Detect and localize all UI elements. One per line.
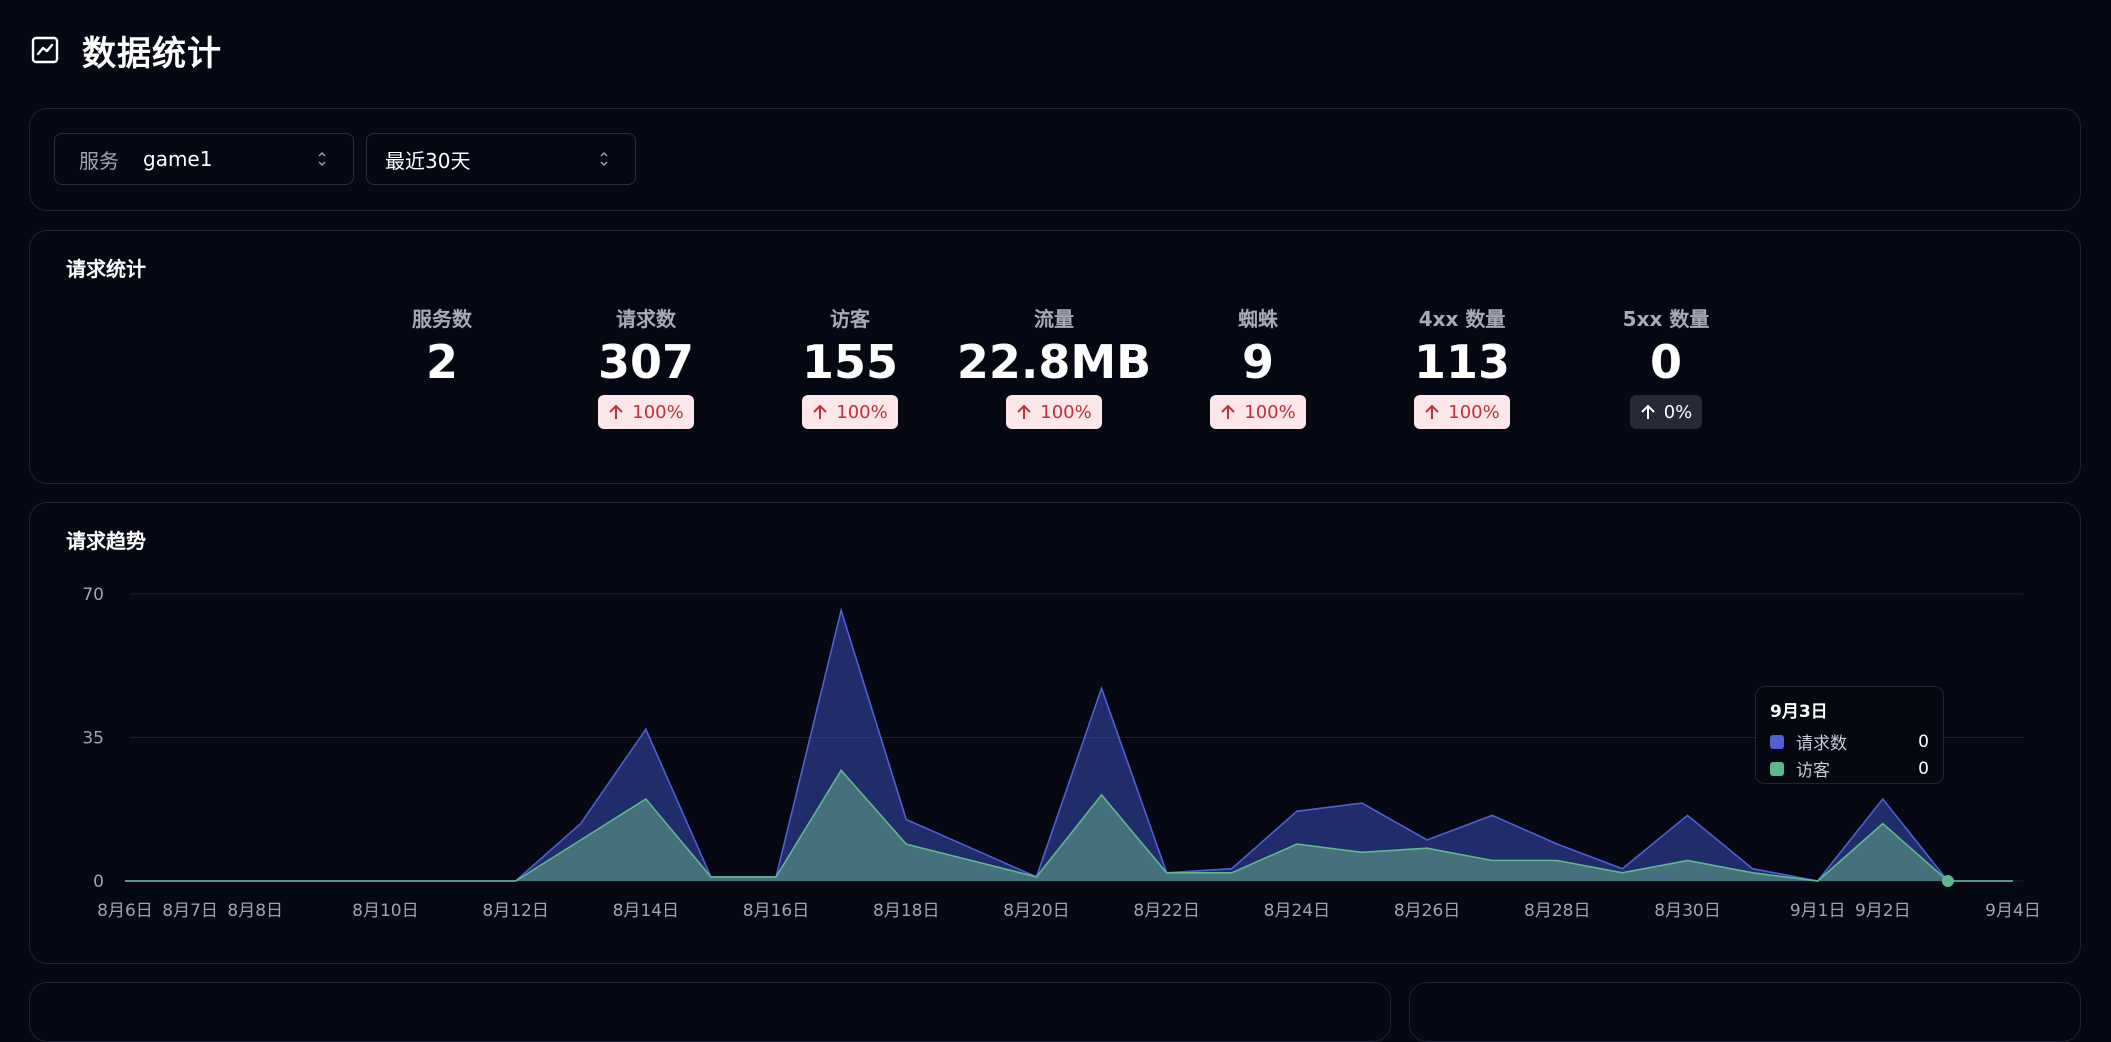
chevron-updown-icon xyxy=(318,151,326,167)
stat-value: 0 xyxy=(1649,335,1682,389)
service-select[interactable]: 服务 game1 xyxy=(54,133,354,185)
tooltip-series-value: 0 xyxy=(1918,731,1929,752)
change-badge: 100% xyxy=(802,395,898,429)
series-area xyxy=(125,610,2013,881)
range-select[interactable]: 最近30天 xyxy=(366,133,636,185)
arrow-up-icon xyxy=(1017,404,1031,419)
stat-value: 2 xyxy=(425,335,458,389)
x-tick-label: 8月30日 xyxy=(1654,901,1720,921)
stat-5xx: 5xx 数量 0 0% xyxy=(1566,303,1766,429)
x-tick-label: 8月6日 xyxy=(97,901,153,921)
change-badge: 100% xyxy=(598,395,694,429)
trend-title: 请求趋势 xyxy=(66,529,146,553)
x-tick-label: 8月14日 xyxy=(613,901,679,921)
change-value: 100% xyxy=(1040,401,1092,423)
stat-label: 请求数 xyxy=(616,307,676,331)
series-area xyxy=(125,770,2013,881)
service-select-label: 服务 xyxy=(79,148,119,173)
arrow-up-icon xyxy=(1641,404,1655,419)
trend-card: 请求趋势 xyxy=(29,502,2081,964)
tooltip-row: 请求数 0 xyxy=(1770,728,1929,755)
legend-swatch xyxy=(1770,734,1784,749)
x-tick-label: 8月16日 xyxy=(743,901,809,921)
highlight-point xyxy=(1941,875,1954,887)
chart-tooltip: 9月3日 请求数 0 访客 0 xyxy=(1755,686,1944,784)
series-line xyxy=(125,768,2013,882)
stat-services: 服务数 2 xyxy=(342,303,542,391)
x-tick-label: 9月4日 xyxy=(1985,901,2041,921)
tooltip-row: 访客 0 xyxy=(1770,755,1929,782)
x-tick-label: 8月24日 xyxy=(1264,901,1330,921)
change-badge: 0% xyxy=(1629,395,1703,429)
stat-traffic: 流量 22.8MB 100% xyxy=(954,303,1154,429)
x-tick-label: 8月28日 xyxy=(1524,901,1590,921)
x-tick-label: 8月18日 xyxy=(873,901,939,921)
stat-visitors: 访客 155 100% xyxy=(750,303,950,429)
x-tick-label: 9月2日 xyxy=(1855,901,1911,921)
tooltip-series-value: 0 xyxy=(1918,758,1929,779)
legend-swatch xyxy=(1770,761,1784,776)
stat-value: 113 xyxy=(1413,335,1511,389)
change-badge: 100% xyxy=(1414,395,1510,429)
change-badge: 100% xyxy=(1210,395,1306,429)
y-tick-label: 35 xyxy=(82,729,104,749)
stat-4xx: 4xx 数量 113 100% xyxy=(1362,303,1562,429)
x-tick-label: 8月20日 xyxy=(1003,901,1069,921)
y-tick-label: 70 xyxy=(82,585,104,605)
x-tick-label: 8月7日 xyxy=(162,901,218,921)
page-header: 数据统计 xyxy=(30,26,222,74)
x-tick-label: 9月1日 xyxy=(1790,901,1846,921)
change-value: 0% xyxy=(1663,401,1693,423)
stat-label: 5xx 数量 xyxy=(1622,307,1710,331)
page-title: 数据统计 xyxy=(82,33,222,74)
stats-card: 请求统计 服务数 2 请求数 307 100% 访客 155 100% 流量 2… xyxy=(29,230,2081,484)
service-select-value: game1 xyxy=(143,147,213,171)
arrow-up-icon xyxy=(813,404,827,419)
x-tick-label: 8月12日 xyxy=(482,901,548,921)
stat-label: 访客 xyxy=(830,307,870,331)
stats-title: 请求统计 xyxy=(66,257,146,281)
x-tick-label: 8月10日 xyxy=(352,901,418,921)
stat-spiders: 蜘蛛 9 100% xyxy=(1158,303,1358,429)
stat-value: 9 xyxy=(1241,335,1274,389)
y-tick-label: 0 xyxy=(93,872,104,892)
arrow-up-icon xyxy=(609,404,623,419)
chart-icon xyxy=(31,36,59,64)
stat-value: 155 xyxy=(801,335,899,389)
stat-value: 307 xyxy=(597,335,695,389)
change-value: 100% xyxy=(1244,401,1296,423)
chevron-updown-icon xyxy=(600,151,608,167)
stat-requests: 请求数 307 100% xyxy=(546,303,746,429)
change-value: 100% xyxy=(836,401,888,423)
arrow-up-icon xyxy=(1425,404,1439,419)
tooltip-date: 9月3日 xyxy=(1770,702,1828,722)
change-badge: 100% xyxy=(1006,395,1102,429)
change-value: 100% xyxy=(632,401,684,423)
arrow-up-icon xyxy=(1221,404,1235,419)
x-tick-label: 8月22日 xyxy=(1133,901,1199,921)
filter-card: 服务 game1 最近30天 xyxy=(29,108,2081,211)
tooltip-series-name: 请求数 xyxy=(1796,734,1847,754)
x-tick-label: 8月26日 xyxy=(1394,901,1460,921)
bottom-card-right xyxy=(1409,982,2081,1042)
tooltip-series-name: 访客 xyxy=(1796,761,1830,781)
x-tick-label: 8月8日 xyxy=(227,901,283,921)
bottom-card-left xyxy=(29,982,1391,1042)
range-select-value: 最近30天 xyxy=(385,148,471,173)
stat-label: 流量 xyxy=(1034,307,1074,331)
stat-label: 服务数 xyxy=(412,307,472,331)
trend-chart[interactable]: 0 35 70 8月6日 8月7日 8月8日 8月10日 8月12日 8月14日 8月16日 8月1… xyxy=(0,0,2111,1008)
stat-label: 4xx 数量 xyxy=(1418,307,1506,331)
change-value: 100% xyxy=(1448,401,1500,423)
stat-value: 22.8MB xyxy=(956,335,1152,389)
stat-label: 蜘蛛 xyxy=(1238,307,1278,331)
